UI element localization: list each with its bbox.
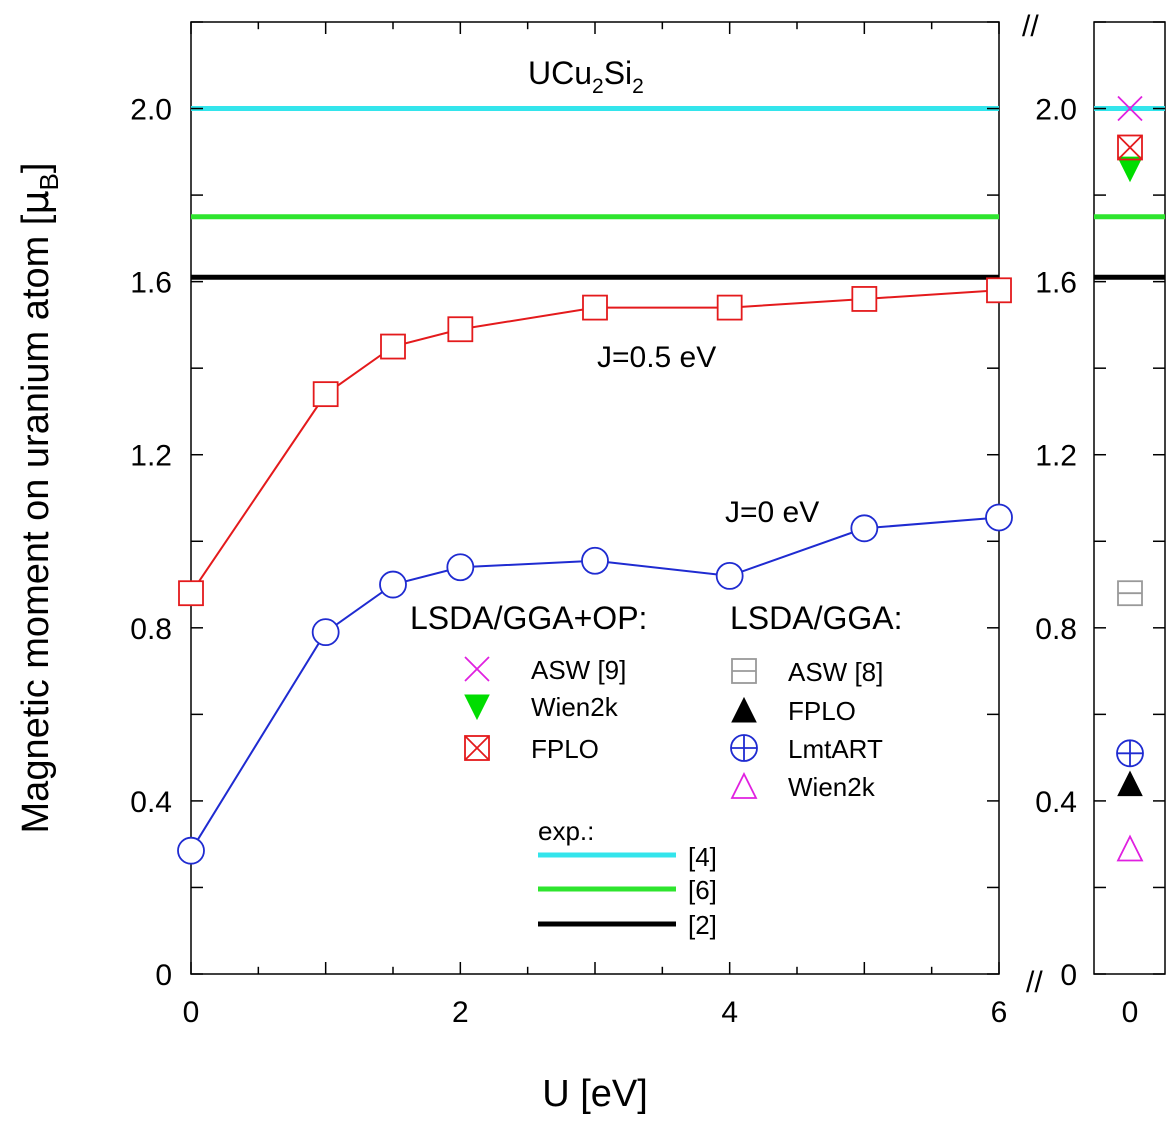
y-tick-label: 2.0 — [130, 94, 172, 127]
legend-lsda-item: ASW [8] — [788, 657, 883, 687]
data-point — [851, 286, 878, 312]
data-point — [447, 316, 474, 343]
data-point — [178, 580, 204, 607]
data-point — [581, 546, 609, 575]
series-label-j05: J=0.5 eV — [597, 341, 716, 374]
side-x-tick-label: 0 — [1122, 996, 1139, 1029]
side-point — [1117, 770, 1143, 797]
data-point — [379, 570, 407, 599]
side-point — [1117, 156, 1143, 183]
y-tick-label-right: 0.4 — [1035, 786, 1077, 819]
legend-exp-ref: [6] — [688, 875, 717, 905]
x-tick-label: 6 — [991, 996, 1008, 1029]
data-point — [850, 514, 879, 543]
data-point — [380, 333, 406, 360]
legend-exp-ref: [2] — [688, 910, 717, 940]
legend-op-item: ASW [9] — [531, 655, 626, 685]
data-point — [986, 277, 1012, 304]
y-tick-label: 0.8 — [130, 613, 172, 646]
legend-marker — [464, 694, 490, 721]
x-tick-label: 0 — [183, 996, 200, 1029]
legend-marker — [464, 735, 490, 761]
chart-title: UCu2Si2 — [528, 55, 644, 98]
y-tick-label: 1.2 — [130, 440, 172, 473]
y-tick-label: 0 — [155, 959, 172, 992]
series-layer — [177, 277, 1013, 865]
legend-op-header: LSDA/GGA+OP: — [410, 600, 647, 636]
data-point — [312, 381, 339, 408]
y-tick-label-right: 1.2 — [1035, 440, 1077, 473]
side-point — [1117, 95, 1143, 122]
y-tick-label-right: 0 — [1060, 959, 1077, 992]
legend-lsda-header: LSDA/GGA: — [730, 600, 903, 636]
legend-lsda-item: Wien2k — [788, 772, 876, 802]
legend-op-item: FPLO — [531, 734, 599, 764]
legend-op-item: Wien2k — [531, 692, 619, 722]
y-tick-label: 1.6 — [130, 267, 172, 300]
data-point — [446, 553, 475, 582]
data-point — [715, 561, 744, 590]
legend-lsda-item: FPLO — [788, 696, 856, 726]
y-tick-label-right: 0.8 — [1035, 613, 1077, 646]
side-point — [1116, 834, 1144, 862]
legend-exp-ref: [4] — [688, 842, 717, 872]
legend-marker — [731, 658, 757, 684]
main-plot-frame — [190, 21, 1000, 975]
series-label-j0: J=0 eV — [725, 496, 819, 529]
legend-marker — [730, 734, 758, 762]
legend-marker — [730, 771, 758, 799]
legend-marker — [464, 656, 490, 682]
axis-break-top: // — [1022, 10, 1039, 43]
y-tick-label: 0.4 — [130, 786, 172, 819]
axis-break-bottom: // — [1026, 966, 1043, 999]
y-tick-label-right: 2.0 — [1035, 94, 1077, 127]
legend-markers — [464, 656, 758, 799]
data-point — [582, 294, 608, 321]
data-point — [716, 294, 743, 321]
y-axis-label: Magnetic moment on uranium atom [μB] — [13, 163, 64, 834]
x-axis-label: U [eV] — [542, 1073, 648, 1115]
data-point — [177, 836, 205, 865]
x-tick-label: 4 — [721, 996, 738, 1029]
axis-ticks: 0 2 4 60 00.4 0.40.8 0.81.2 1.21.6 1.62.0 2.00 — [130, 21, 1165, 1029]
legend-marker — [731, 696, 757, 723]
side-point — [1116, 739, 1144, 768]
data-point — [311, 618, 340, 647]
experiment-lines — [191, 106, 1165, 280]
data-point — [985, 503, 1013, 532]
legend-lsda-item: LmtART — [788, 734, 883, 764]
legend: LSDA/GGA+OP: LSDA/GGA: ASW [9] Wien2k FP… — [410, 600, 903, 940]
legend-exp-header: exp.: — [538, 816, 594, 846]
x-tick-label: 2 — [452, 996, 469, 1029]
y-tick-label-right: 1.6 — [1035, 267, 1077, 300]
side-point — [1117, 134, 1143, 161]
side-panel-frame — [1093, 21, 1166, 975]
side-panel-points — [1116, 95, 1144, 862]
legend-exp-lines — [538, 852, 676, 927]
side-point — [1117, 580, 1143, 607]
